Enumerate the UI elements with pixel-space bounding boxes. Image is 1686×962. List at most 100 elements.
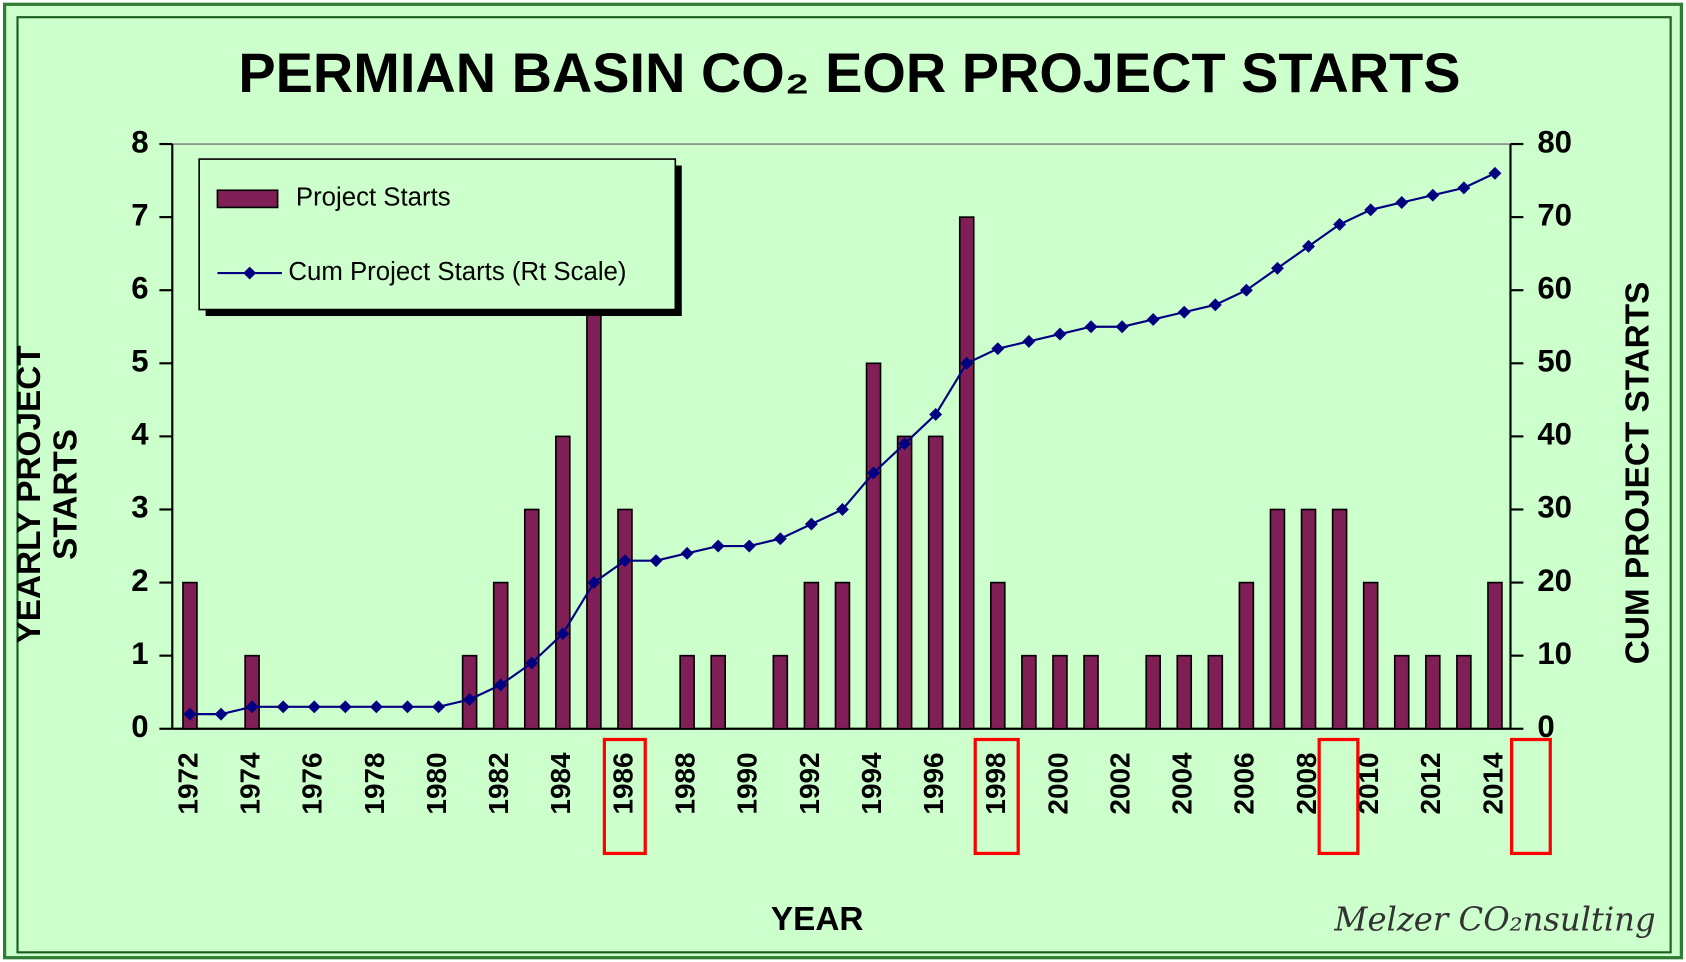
line-marker bbox=[463, 693, 477, 706]
x-tick-label: 1992 bbox=[794, 752, 825, 814]
y2-tick-label: 10 bbox=[1537, 636, 1572, 671]
line-marker bbox=[1146, 312, 1160, 326]
line-marker bbox=[1271, 261, 1284, 275]
x-tick-label: 1998 bbox=[980, 752, 1011, 814]
line-marker bbox=[804, 517, 818, 531]
y2-tick-label: 60 bbox=[1537, 270, 1572, 305]
bar bbox=[1456, 654, 1472, 730]
legend-swatch bbox=[216, 189, 279, 209]
line-marker bbox=[1208, 298, 1222, 312]
bar bbox=[803, 581, 820, 730]
legend-label: Project Starts bbox=[296, 184, 451, 212]
highlight-box bbox=[1317, 737, 1360, 856]
x-tick-label: 1990 bbox=[732, 752, 763, 814]
y-tick-label: 2 bbox=[131, 563, 148, 598]
line-marker bbox=[1333, 217, 1347, 231]
line-marker bbox=[1177, 305, 1191, 319]
legend-label: Cum Project Starts (Rt Scale) bbox=[288, 258, 626, 286]
bar bbox=[896, 435, 913, 730]
x-tick-label: 1994 bbox=[856, 752, 887, 815]
line-marker bbox=[867, 466, 880, 480]
line-marker bbox=[836, 503, 849, 516]
bar bbox=[958, 216, 975, 730]
bar bbox=[1331, 508, 1348, 730]
bar bbox=[834, 581, 851, 730]
y2-tick-label: 40 bbox=[1537, 417, 1572, 452]
y2-tick-label: 30 bbox=[1537, 490, 1572, 525]
line-marker bbox=[1115, 320, 1129, 334]
bar bbox=[1300, 508, 1317, 730]
y-tick-label: 6 bbox=[131, 270, 148, 305]
frame bbox=[16, 16, 1672, 954]
bar bbox=[1207, 654, 1224, 730]
line-marker bbox=[649, 554, 663, 568]
bar bbox=[1238, 581, 1255, 730]
line-marker bbox=[556, 627, 570, 641]
x-tick-label: 1982 bbox=[483, 752, 514, 814]
y2-tick-label: 70 bbox=[1537, 197, 1572, 232]
x-tick-label: 2010 bbox=[1353, 752, 1384, 814]
y-tick-label: 5 bbox=[131, 344, 148, 379]
x-tick-label: 1978 bbox=[359, 752, 390, 814]
y-axis-title-box: YEARLY PROJECT STARTS bbox=[11, 345, 85, 644]
highlight-boxes bbox=[602, 737, 1552, 856]
legend-marker bbox=[243, 266, 257, 280]
y-tick-label: 1 bbox=[131, 636, 148, 671]
x-tick-label: 1986 bbox=[607, 752, 638, 814]
line-marker bbox=[929, 408, 943, 421]
bar bbox=[555, 435, 571, 730]
bar bbox=[1145, 654, 1161, 730]
x-tick-label: 2004 bbox=[1167, 752, 1198, 815]
line-marker bbox=[1364, 203, 1378, 217]
bar bbox=[1393, 654, 1410, 730]
bar bbox=[1362, 581, 1379, 730]
x-tick-label: 1976 bbox=[297, 752, 328, 814]
line-marker bbox=[1239, 283, 1253, 297]
bar bbox=[990, 581, 1006, 730]
bar bbox=[1021, 654, 1037, 730]
bar bbox=[461, 654, 478, 730]
x-tick-label: 2008 bbox=[1291, 752, 1322, 814]
bar bbox=[1269, 508, 1286, 730]
bar bbox=[617, 508, 633, 730]
line-marker bbox=[1053, 327, 1067, 341]
y2-tick-label: 0 bbox=[1537, 709, 1554, 744]
bar bbox=[244, 654, 260, 730]
y-axis-title: YEARLY PROJECT STARTS bbox=[11, 345, 85, 644]
chart-title: PERMIAN BASIN CO₂ EOR PROJECT STARTS bbox=[238, 41, 1460, 104]
x-tick-label: 2012 bbox=[1415, 752, 1446, 814]
bar bbox=[1083, 654, 1099, 730]
x-tick-label: 1972 bbox=[172, 752, 203, 814]
x-tick-label: 2002 bbox=[1104, 752, 1135, 814]
bar bbox=[1487, 581, 1503, 730]
bar bbox=[865, 362, 882, 730]
bar bbox=[523, 508, 540, 730]
x-tick-label: 2006 bbox=[1229, 752, 1260, 814]
highlight-box bbox=[1509, 737, 1552, 856]
line-marker bbox=[1457, 181, 1471, 195]
legend-box bbox=[198, 158, 677, 311]
bar bbox=[1425, 654, 1441, 730]
highlight-box bbox=[973, 737, 1020, 856]
line-marker bbox=[1395, 196, 1409, 209]
line-marker bbox=[991, 342, 1005, 356]
bar bbox=[927, 435, 944, 730]
x-tick-label: 1988 bbox=[669, 752, 700, 814]
line-marker bbox=[1302, 239, 1315, 253]
y2-axis-title: CUM PROJECT STARTS bbox=[1619, 282, 1656, 664]
y-tick-label: 0 bbox=[131, 709, 148, 744]
bar bbox=[1052, 654, 1068, 730]
y2-tick-label: 20 bbox=[1537, 563, 1572, 598]
x-tick-label: 1996 bbox=[918, 752, 949, 814]
y2-tick-label: 80 bbox=[1537, 124, 1572, 159]
x-tick-label: 1984 bbox=[545, 752, 576, 815]
line-marker bbox=[1084, 320, 1098, 334]
line-marker bbox=[1426, 188, 1440, 202]
footer: Melzer CO₂nsulting bbox=[1333, 901, 1655, 939]
x-tick-label: 2014 bbox=[1477, 752, 1508, 815]
x-tick-label: 1974 bbox=[234, 752, 265, 815]
y-tick-label: 3 bbox=[131, 490, 148, 525]
